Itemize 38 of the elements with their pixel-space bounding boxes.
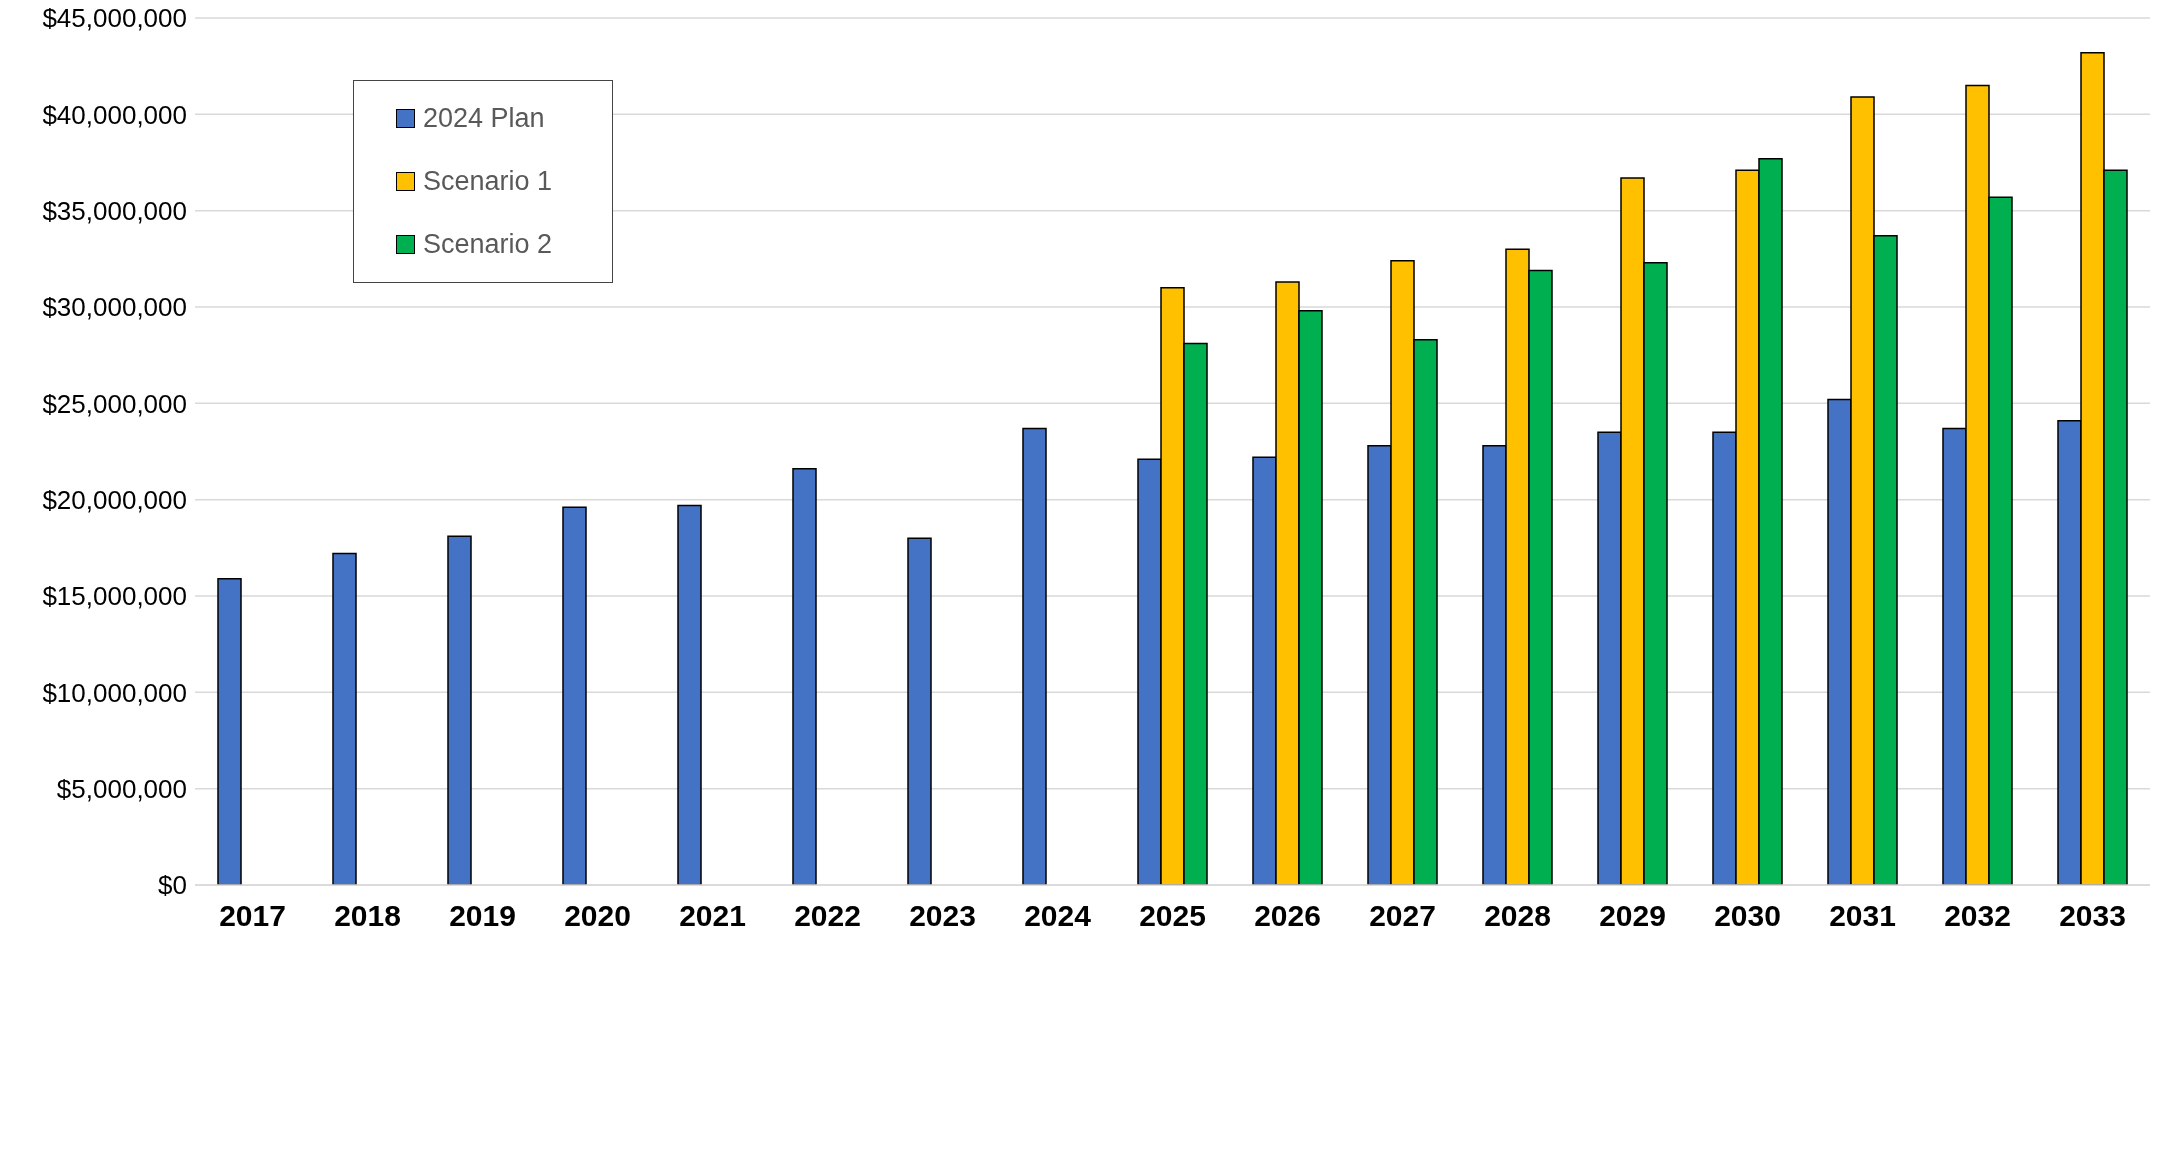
bar (562, 506, 587, 885)
legend-label: Scenario 2 (423, 229, 553, 260)
x-tick-label: 2025 (1139, 899, 1206, 933)
y-tick-label: $20,000,000 (42, 484, 187, 515)
x-tick-label: 2029 (1599, 899, 1666, 933)
legend-label: Scenario 1 (423, 166, 553, 197)
bar (447, 535, 472, 885)
y-tick-label: $10,000,000 (42, 677, 187, 708)
x-tick-label: 2022 (794, 899, 861, 933)
y-tick-label: $35,000,000 (42, 195, 187, 226)
y-tick-label: $40,000,000 (42, 99, 187, 130)
x-tick-label: 2032 (1944, 899, 2011, 933)
x-tick-label: 2026 (1254, 899, 1321, 933)
bar (677, 504, 702, 885)
x-tick-label: 2027 (1369, 899, 1436, 933)
x-tick-label: 2018 (334, 899, 401, 933)
legend-label: 2024 Plan (423, 103, 545, 134)
y-tick-label: $0 (158, 870, 187, 901)
y-tick-label: $25,000,000 (42, 388, 187, 419)
x-tick-label: 2020 (564, 899, 631, 933)
bar (1022, 427, 1047, 885)
x-tick-label: 2031 (1829, 899, 1896, 933)
y-tick-label: $45,000,000 (42, 3, 187, 34)
y-tick-label: $5,000,000 (56, 773, 187, 804)
x-tick-label: 2024 (1024, 899, 1092, 933)
x-tick-label: 2021 (679, 899, 746, 933)
x-tick-label: 2019 (449, 899, 516, 933)
bar (217, 577, 242, 885)
bar (907, 537, 932, 885)
x-tick-label: 2028 (1484, 899, 1551, 933)
y-tick-label: $15,000,000 (42, 581, 187, 612)
x-tick-label: 2030 (1714, 899, 1781, 933)
bar (332, 552, 357, 885)
x-tick-label: 2033 (2059, 899, 2126, 933)
bar (792, 468, 817, 885)
y-tick-label: $30,000,000 (42, 292, 187, 323)
x-tick-label: 2017 (219, 899, 286, 933)
x-tick-label: 2023 (909, 899, 976, 933)
